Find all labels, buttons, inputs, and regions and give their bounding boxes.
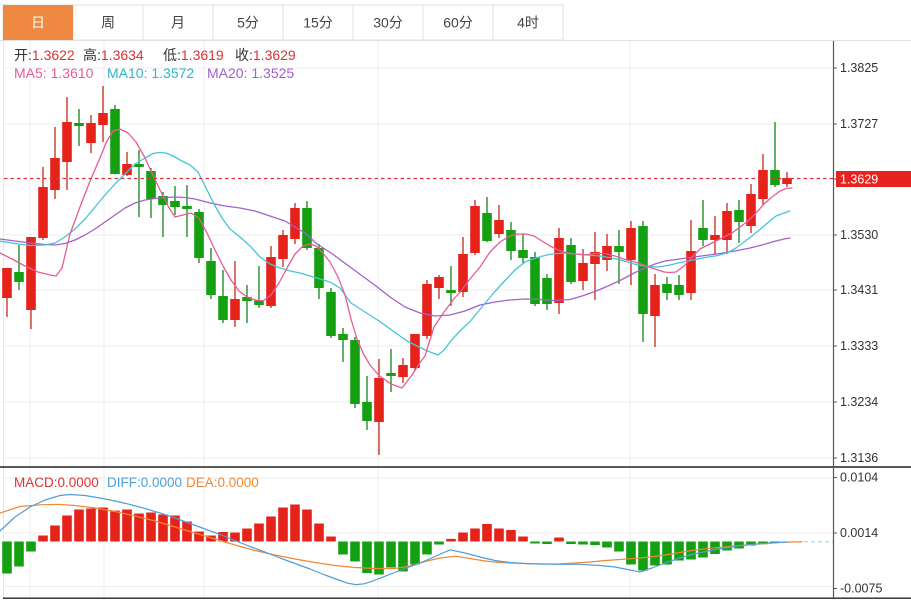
svg-text:开:1.3622: 开:1.3622 [14,47,75,63]
svg-text:日: 日 [31,15,45,31]
svg-text:1.3825: 1.3825 [840,61,878,75]
svg-text:4时: 4时 [517,15,539,31]
svg-text:MA5: 1.3610: MA5: 1.3610 [14,65,94,81]
svg-text:高:1.3634: 高:1.3634 [83,47,144,63]
svg-text:1.3333: 1.3333 [840,339,878,353]
svg-text:周: 周 [101,15,115,31]
svg-text:0.0104: 0.0104 [840,471,878,485]
svg-text:1.3727: 1.3727 [840,117,878,131]
svg-text:0.0014: 0.0014 [840,526,878,540]
svg-text:收:1.3629: 收:1.3629 [235,47,296,63]
svg-text:1.3136: 1.3136 [840,451,878,465]
svg-text:MACD:0.0000: MACD:0.0000 [14,475,99,490]
svg-text:1.3530: 1.3530 [840,228,878,242]
svg-text:60分: 60分 [443,15,473,31]
svg-text:低:1.3619: 低:1.3619 [163,47,224,63]
svg-text:-0.0075: -0.0075 [840,582,882,596]
svg-text:MA20: 1.3525: MA20: 1.3525 [207,65,294,81]
svg-text:DIFF:0.0000: DIFF:0.0000 [107,475,182,490]
svg-text:MA10: 1.3572: MA10: 1.3572 [107,65,194,81]
svg-text:月: 月 [171,15,185,31]
svg-text:1.3431: 1.3431 [840,283,878,297]
svg-text:1.3234: 1.3234 [840,395,878,409]
svg-text:1.3629: 1.3629 [840,173,878,187]
svg-text:15分: 15分 [303,15,333,31]
svg-text:DEA:0.0000: DEA:0.0000 [186,475,259,490]
svg-text:5分: 5分 [237,15,259,31]
svg-text:30分: 30分 [373,15,403,31]
